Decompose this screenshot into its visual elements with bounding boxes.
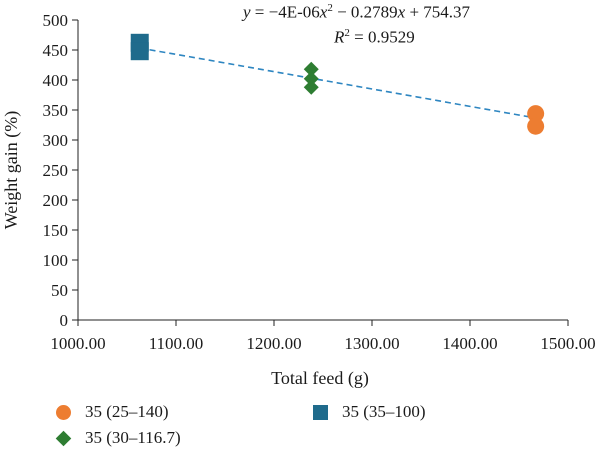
y-tick-label: 100	[43, 251, 69, 270]
legend: 35 (25–140) 35 (35–100) 35 (30–116.7)	[52, 400, 592, 455]
legend-label: 35 (25–140)	[85, 402, 169, 421]
x-tick-label: 1300.00	[344, 334, 399, 353]
x-tick-label: 1400.00	[442, 334, 497, 353]
legend-label: 35 (30–116.7)	[85, 428, 181, 447]
legend-diamond-marker	[55, 430, 72, 446]
y-tick-label: 0	[60, 311, 69, 330]
legend-circle-marker	[56, 404, 71, 420]
trendline	[139, 47, 536, 119]
axes	[77, 20, 568, 321]
eq-mid: − 0.2789	[332, 2, 398, 22]
eq-x1: x	[319, 2, 328, 22]
trendline-path	[139, 47, 536, 119]
x-axis-ticks: 1000.00 1100.00 1200.00 1300.00 1400.00 1500.…	[50, 320, 596, 353]
r-value: = 0.9529	[349, 27, 415, 47]
y-tick-label: 200	[43, 191, 69, 210]
data-point-diamond	[303, 71, 319, 87]
legend-square-marker	[313, 404, 328, 420]
x-tick-label: 1200.00	[246, 334, 301, 353]
eq-x2: x	[397, 2, 406, 22]
eq-prefix: = −4E-06	[250, 2, 320, 22]
data-point-diamond	[303, 79, 319, 95]
eq-y: y	[243, 2, 251, 22]
y-tick-label: 300	[43, 131, 69, 150]
r-label: R	[334, 27, 345, 47]
legend-item-35-100: 35 (35–100)	[313, 402, 426, 422]
x-tick-label: 1500.00	[540, 334, 595, 353]
eq-sup: 2	[327, 2, 333, 14]
y-tick-label: 150	[43, 221, 69, 240]
data-point-diamond	[303, 61, 319, 77]
data-points	[130, 33, 545, 135]
eq-suffix: + 754.37	[405, 2, 471, 22]
x-tick-label: 1100.00	[149, 334, 204, 353]
y-tick-label: 500	[43, 11, 69, 30]
y-tick-label: 450	[43, 41, 69, 60]
legend-item-25-140: 35 (25–140)	[56, 402, 169, 422]
y-tick-label: 350	[43, 101, 69, 120]
y-tick-label: 250	[43, 161, 69, 180]
legend-item-30-116: 35 (30–116.7)	[55, 428, 181, 448]
trendline-equation: y = −4E-06x2 − 0.2789x + 754.37	[243, 2, 470, 23]
data-point-circle	[527, 117, 545, 135]
y-axis-label: Weight gain (%)	[1, 111, 22, 230]
r-sup: 2	[344, 27, 350, 39]
data-point-square	[130, 42, 149, 61]
legend-label: 35 (35–100)	[342, 402, 426, 421]
x-axis-label: Total feed (g)	[271, 368, 369, 389]
r-squared: R2 = 0.9529	[334, 27, 415, 48]
x-tick-label: 1000.00	[50, 334, 105, 353]
data-point-circle	[527, 105, 545, 123]
y-tick-label: 50	[51, 281, 68, 300]
y-axis-ticks: 0 50 100 150 200 250 300 350 400 450 500	[43, 11, 78, 330]
y-tick-label: 400	[43, 71, 69, 90]
